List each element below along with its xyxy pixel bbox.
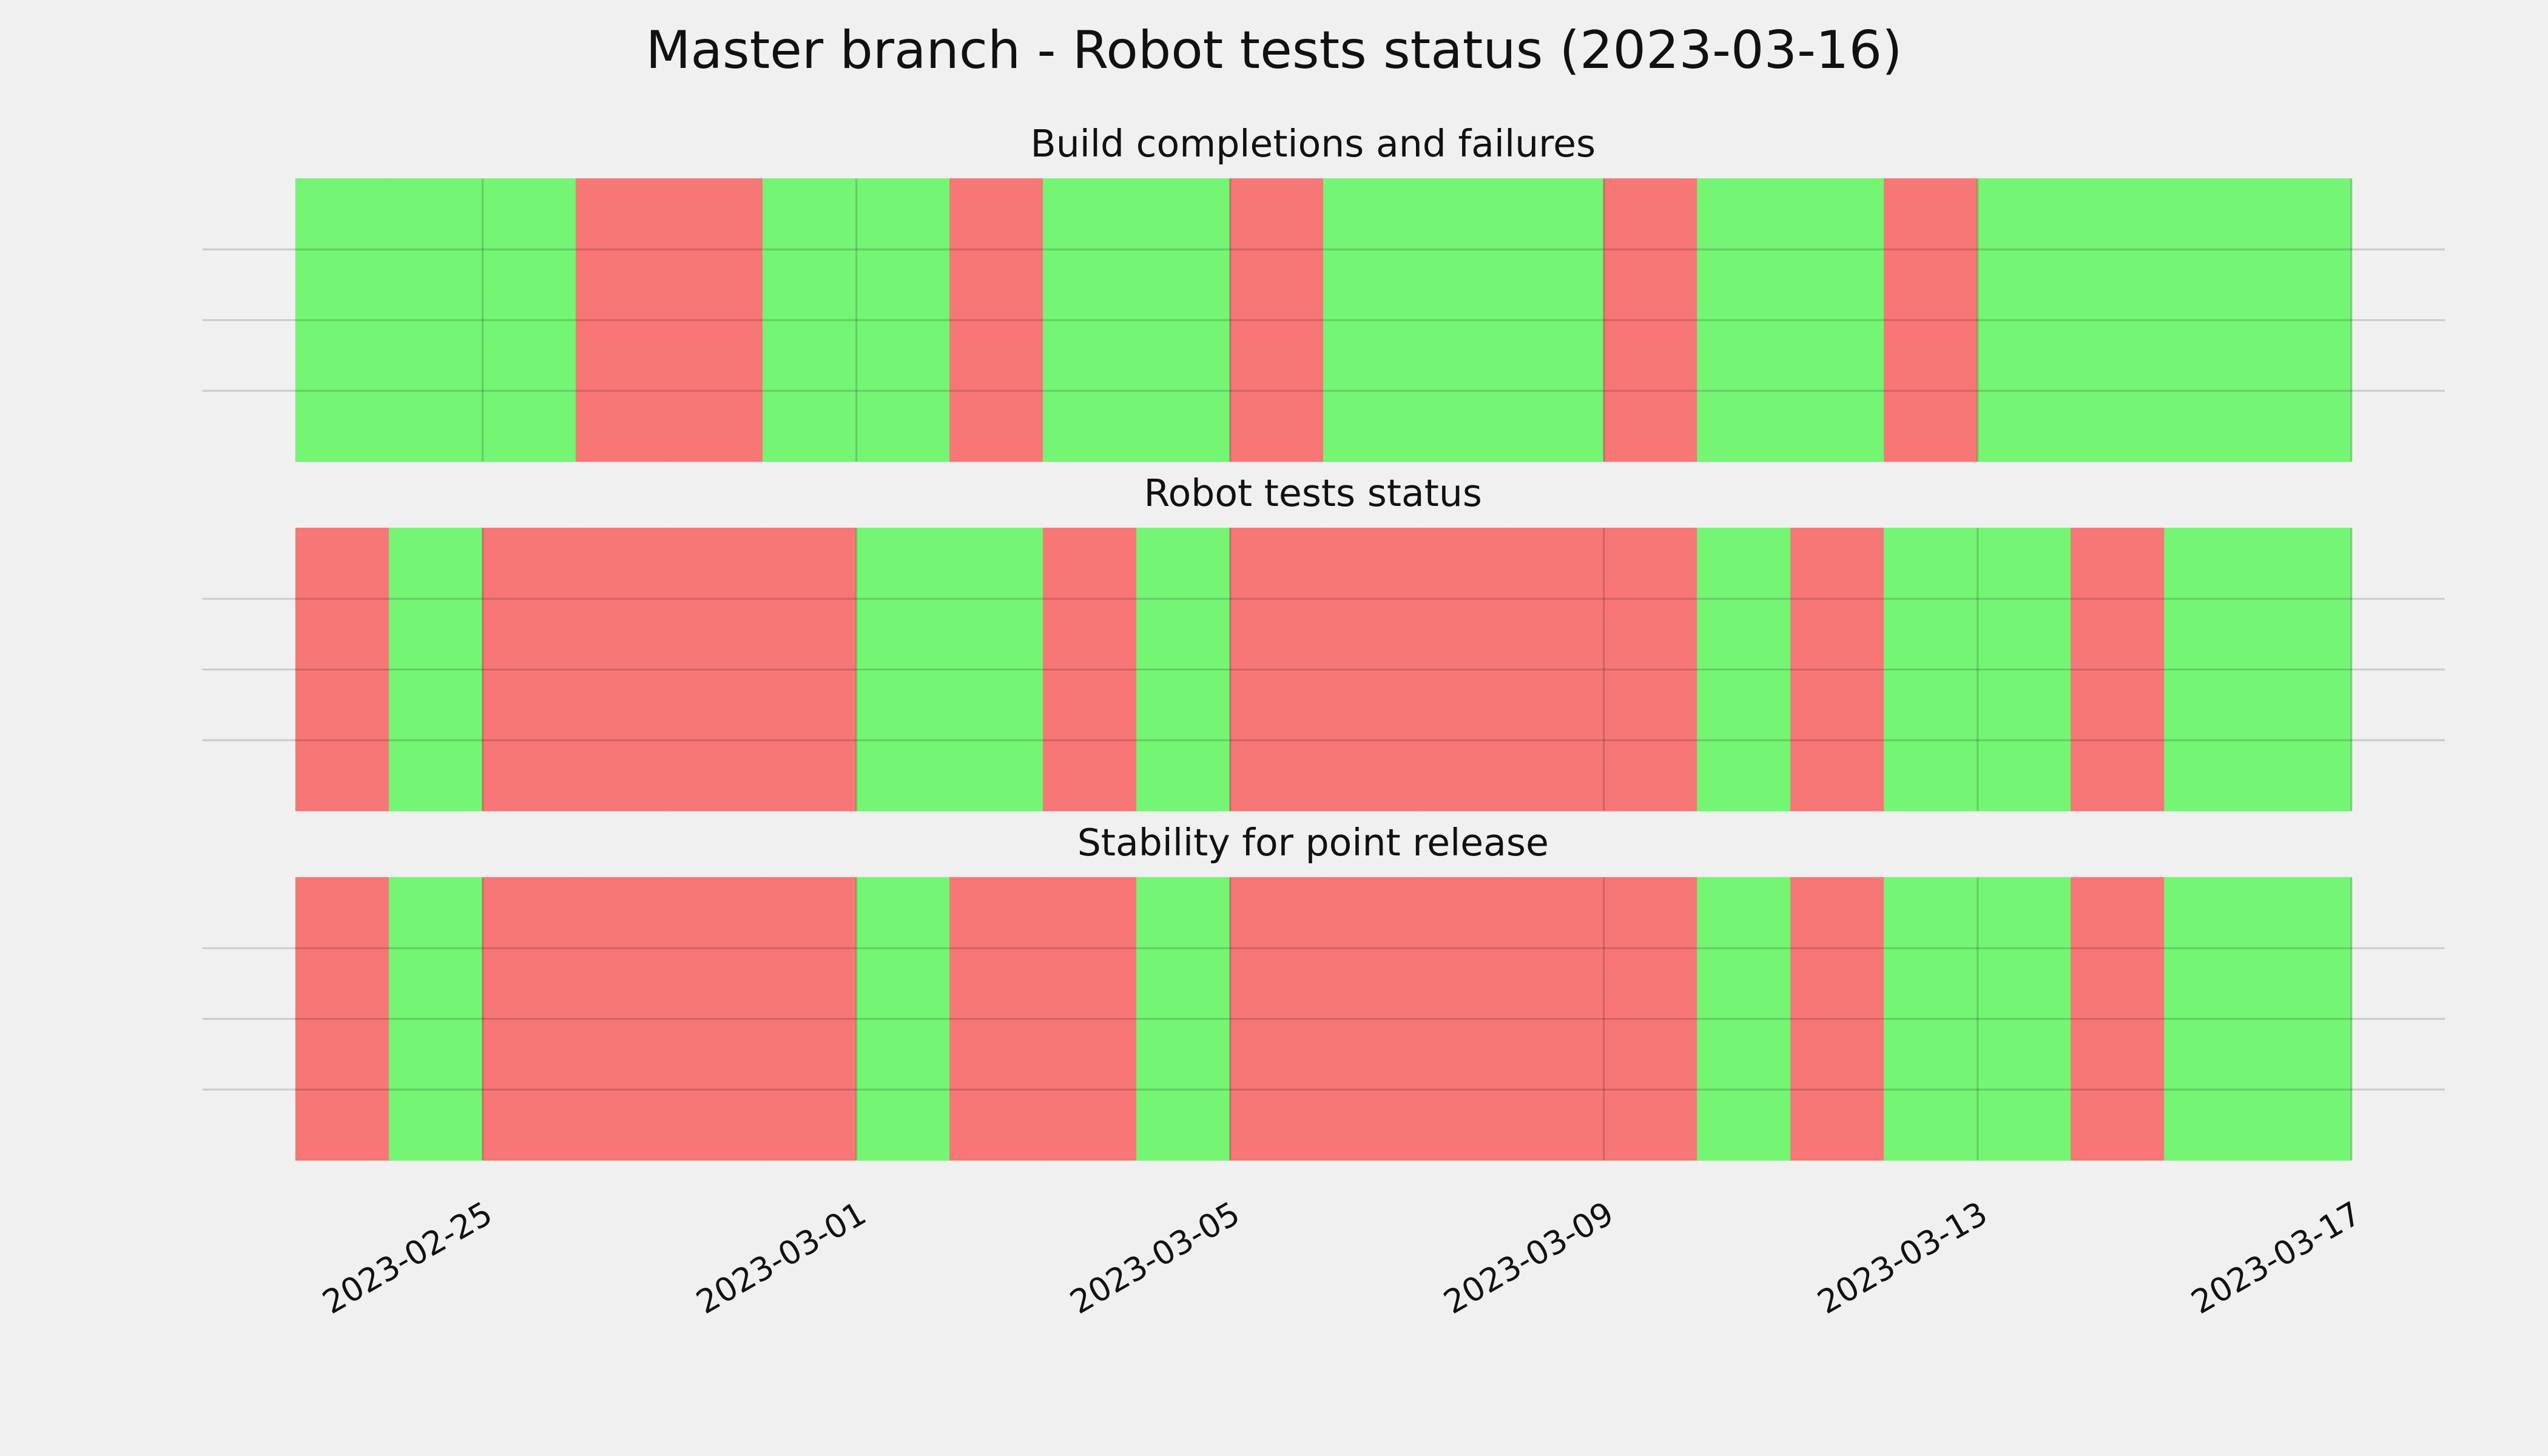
status-bar — [1977, 527, 2072, 812]
status-bar — [1230, 877, 1324, 1161]
status-bar — [1510, 178, 1605, 462]
status-bar — [1790, 527, 1885, 812]
status-bar — [575, 178, 670, 462]
status-bar — [2257, 178, 2352, 462]
status-bar — [1042, 527, 1138, 812]
status-bar — [1323, 877, 1418, 1161]
status-bar — [762, 877, 857, 1161]
status-bar — [388, 178, 484, 462]
status-bar — [949, 178, 1044, 462]
status-bar — [2071, 527, 2165, 812]
status-bar — [388, 877, 484, 1161]
status-bar — [1884, 178, 1978, 462]
status-bar — [1230, 527, 1324, 812]
status-bar — [1417, 877, 1511, 1161]
status-bar — [1417, 527, 1511, 812]
chart-title: Master branch - Robot tests status (2023… — [645, 20, 1902, 81]
panel-title: Stability for point release — [1077, 821, 1549, 864]
status-bar — [2071, 178, 2165, 462]
status-bar — [1884, 527, 1978, 812]
status-bar — [482, 877, 577, 1161]
status-bar — [1603, 527, 1698, 812]
status-bar — [1977, 178, 2072, 462]
status-bar — [855, 178, 951, 462]
status-bar — [1136, 877, 1231, 1161]
status-bar — [295, 178, 390, 462]
status-bar — [1977, 877, 2072, 1161]
status-bar — [295, 527, 390, 812]
status-bar — [1042, 877, 1138, 1161]
status-bar — [575, 877, 670, 1161]
status-bar — [1697, 527, 1791, 812]
status-bar — [2257, 527, 2352, 812]
status-bar — [1136, 527, 1231, 812]
status-bar — [669, 178, 764, 462]
status-bar — [949, 877, 1044, 1161]
status-bar — [1136, 178, 1231, 462]
status-bar — [762, 178, 857, 462]
panel-title: Build completions and failures — [1030, 122, 1596, 166]
status-bar — [2071, 877, 2165, 1161]
status-bar — [482, 178, 577, 462]
status-bar — [2164, 178, 2259, 462]
status-bar — [855, 877, 951, 1161]
status-bar — [388, 527, 484, 812]
status-bar — [1790, 178, 1885, 462]
status-bar — [1603, 178, 1698, 462]
status-bar — [1510, 877, 1605, 1161]
status-bar — [1230, 178, 1324, 462]
status-bar — [1603, 877, 1698, 1161]
status-bar — [1790, 877, 1885, 1161]
status-bar — [1697, 877, 1791, 1161]
status-bar — [1697, 178, 1791, 462]
status-bar — [295, 877, 390, 1161]
status-bar — [1884, 877, 1978, 1161]
status-bar — [1042, 178, 1138, 462]
status-bar — [1417, 178, 1511, 462]
status-bar — [2164, 877, 2259, 1161]
status-bar — [1510, 527, 1605, 812]
status-bar — [1323, 178, 1418, 462]
status-bar — [949, 527, 1044, 812]
status-bar — [2257, 877, 2352, 1161]
panel-title: Robot tests status — [1144, 471, 1482, 515]
status-bar — [855, 527, 951, 812]
status-bar — [669, 527, 764, 812]
status-bar — [575, 527, 670, 812]
status-bar — [669, 877, 764, 1161]
